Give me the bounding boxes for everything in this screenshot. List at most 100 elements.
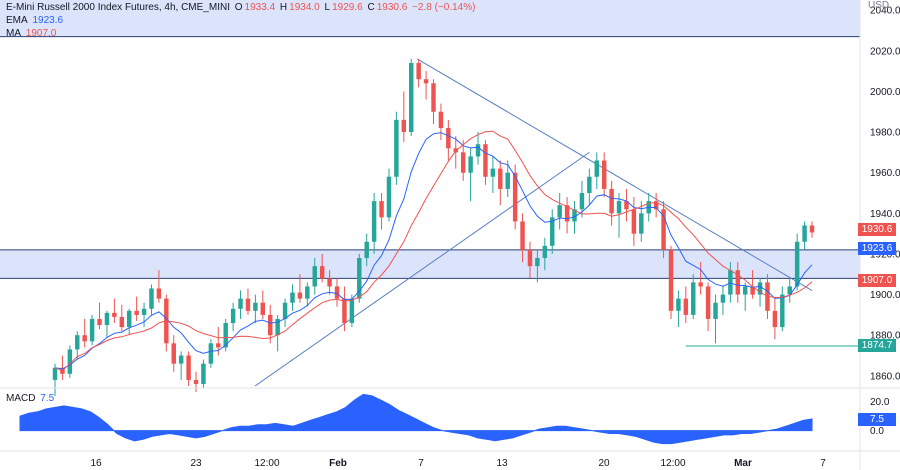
candle [505,160,510,198]
candle-body [371,201,377,242]
candle [587,168,592,206]
candle [312,258,317,295]
candle-body [334,286,340,299]
candle [691,274,696,319]
candle [483,140,488,185]
candle-body [431,83,436,112]
candle-body [787,286,792,295]
candle [468,148,473,202]
candle-body [661,209,666,250]
candle-body [149,288,154,309]
candle-body [230,308,236,324]
candle [334,278,340,307]
candle-body [772,310,778,328]
candle [446,119,451,161]
candle [357,253,362,303]
candle-body [735,270,741,295]
candle-body [171,343,176,364]
candle-body [802,225,807,242]
candle [683,286,689,324]
candle [661,201,666,259]
time-tick-label: 12:00 [254,458,279,469]
candle [126,308,132,336]
ma-legend: MA 1907.0 [6,28,58,39]
candle-body [446,127,451,149]
candle [698,262,703,295]
macd-value: 7.5 [40,393,55,404]
candle-body [178,355,184,364]
candle [431,79,436,124]
low-value: 1929.6 [332,2,363,13]
candle-body [364,241,369,259]
candle [319,253,325,283]
candle-body [653,201,659,210]
time-tick-label: Feb [329,458,347,469]
candle [364,233,369,267]
candle-body [386,176,392,218]
time-tick-label: 20 [598,458,610,469]
time-tick-label: 7 [820,458,826,469]
candle-body [728,270,733,295]
macd-value-tag: 7.5 [858,413,896,427]
ascending-trendline [254,151,590,387]
candle-body [512,172,518,222]
candle-body [468,156,473,173]
candle [245,288,251,315]
candle-body [542,245,548,259]
candle [238,290,243,319]
candle [720,286,726,315]
candle-body [564,205,570,222]
high-label: H [279,2,288,13]
candle [297,274,303,303]
candle [653,193,659,218]
candle-body [201,363,206,384]
candle [327,270,332,295]
candle-body [312,266,317,287]
symbol-title: E-Mini Russell 2000 Index Futures, 4h, C… [6,2,230,13]
candle [639,201,644,242]
candle [750,270,755,299]
time-tick-label: Mar [734,458,752,469]
candle [134,296,139,321]
candle-body [676,298,681,311]
candle [171,335,176,372]
candle-body [253,302,258,311]
candle [223,318,228,352]
candle [668,245,674,319]
candle [490,156,496,193]
candle [282,298,288,328]
candle [186,351,191,386]
candle-body [401,119,407,133]
candle [401,91,407,143]
candle [305,282,310,307]
candle [794,233,800,291]
candle-body [490,168,496,177]
candle-body [82,335,87,342]
candle-body [126,310,132,328]
candle [498,160,503,206]
candle-body [67,349,73,374]
candle [230,302,236,332]
macd-tick-label: 0.0 [870,426,884,437]
candle [735,262,741,303]
time-tick-label: 16 [90,458,102,469]
candle [772,298,778,340]
candle-body [290,292,295,303]
candle-body [668,249,674,311]
price-tick-label: 1880.0 [870,331,900,342]
macd-label: MACD [6,393,36,404]
ema-legend: EMA 1923.6 [6,15,65,26]
candle-body [557,205,562,218]
change-value: −2.8 (−0.14%) [412,2,476,13]
candle [82,318,87,348]
candle-body [438,111,444,128]
candle-body [720,294,726,303]
candle [97,302,102,330]
candle-body [119,316,125,328]
candle [208,339,214,368]
candle [260,290,266,319]
candle [780,286,785,332]
candle [609,180,614,226]
price-tick-label: 1960.0 [870,168,900,179]
